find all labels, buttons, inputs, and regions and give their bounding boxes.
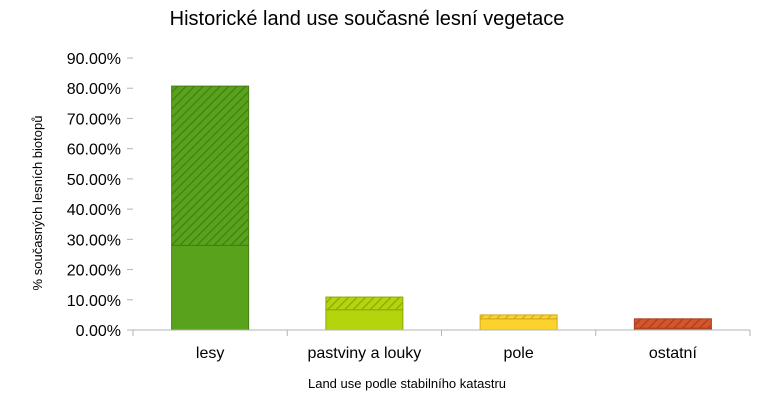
x-axis-labels: lesy pastviny a louky pole ostatní bbox=[132, 330, 751, 362]
bar-solid-segment bbox=[325, 309, 404, 331]
chart-title: Historické land use současné lesní veget… bbox=[170, 8, 565, 30]
y-tick-label: 90.00% bbox=[67, 51, 121, 68]
bar-hatched-segment bbox=[325, 296, 404, 311]
y-tick-label: 40.00% bbox=[67, 202, 121, 219]
y-axis-title: % současných lesních biotopů bbox=[30, 116, 45, 291]
x-category-label: pole bbox=[504, 345, 534, 362]
x-axis-title: Land use podle stabilního katastru bbox=[308, 376, 506, 391]
bar-hatched-segment bbox=[633, 318, 712, 329]
y-tick-label: 0.00% bbox=[76, 323, 121, 340]
y-tick-label: 80.00% bbox=[67, 81, 121, 98]
y-axis-ticks: 0.00% 10.00% 20.00% 30.00% 40.00% 50.00% 60.00… bbox=[67, 51, 133, 340]
x-category-label: ostatní bbox=[649, 345, 698, 362]
y-tick-label: 60.00% bbox=[67, 142, 121, 159]
y-tick-label: 50.00% bbox=[67, 172, 121, 189]
bars bbox=[171, 85, 712, 331]
x-category-label: lesy bbox=[196, 345, 224, 362]
y-tick-label: 20.00% bbox=[67, 263, 121, 280]
bar-solid-segment bbox=[171, 244, 250, 331]
x-category-label: pastviny a louky bbox=[307, 345, 421, 362]
bar-hatched-segment bbox=[479, 314, 558, 320]
y-tick-label: 10.00% bbox=[67, 293, 121, 310]
bar-hatched-segment bbox=[171, 85, 250, 246]
y-tick-label: 70.00% bbox=[67, 111, 121, 128]
bar-solid-segment bbox=[479, 318, 558, 331]
y-tick-label: 30.00% bbox=[67, 232, 121, 249]
